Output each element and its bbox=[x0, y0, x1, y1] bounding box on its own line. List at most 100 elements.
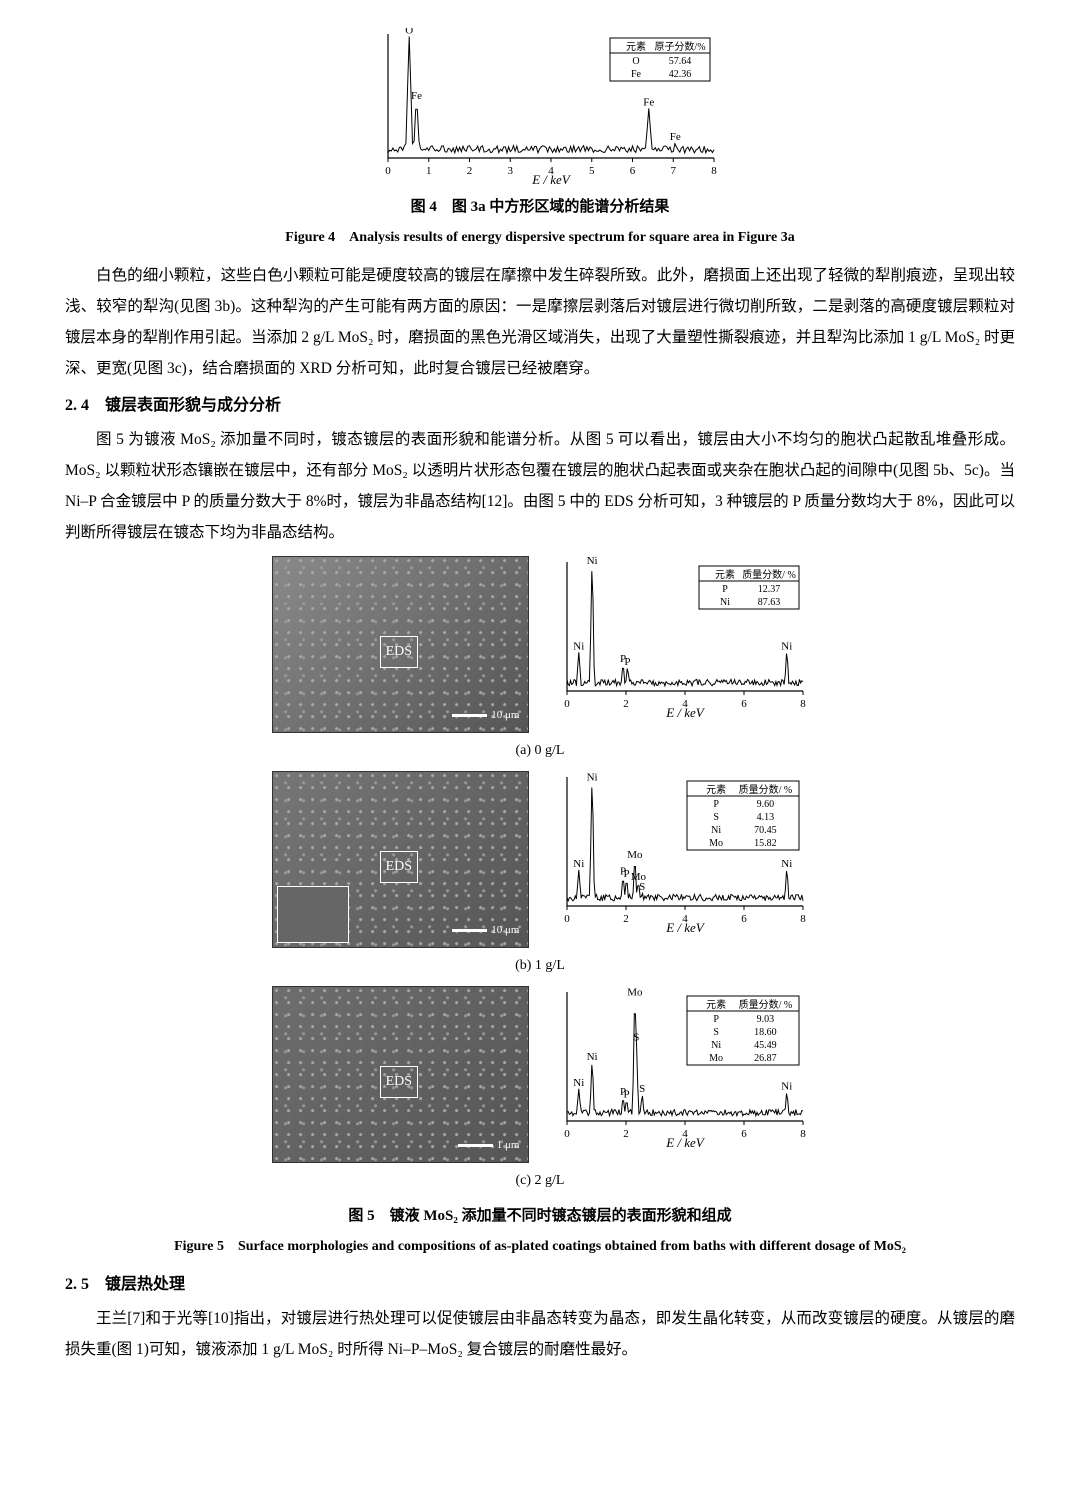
svg-text:Ni: Ni bbox=[586, 556, 597, 567]
svg-text:0: 0 bbox=[564, 913, 570, 925]
svg-text:Fe: Fe bbox=[631, 69, 642, 80]
svg-text:8: 8 bbox=[711, 165, 717, 177]
eds-box-label: EDS bbox=[380, 1066, 418, 1098]
fig5-subcaption-c: (c) 2 g/L bbox=[65, 1167, 1015, 1195]
svg-text:S: S bbox=[713, 1027, 719, 1038]
eds-chart-b: 02468 E / keV NiNiPPMoMoSNi 元素质量分数/ %P9.… bbox=[539, 771, 809, 936]
figure-4: 012345678 E / keV OFeFeFe 元素原子分数/%O57.64… bbox=[65, 28, 1015, 252]
svg-text:质量分数/ %: 质量分数/ % bbox=[742, 568, 796, 581]
svg-text:7: 7 bbox=[671, 165, 677, 177]
svg-text:6: 6 bbox=[741, 913, 747, 925]
svg-text:15.82: 15.82 bbox=[754, 838, 777, 849]
scale-bar: 1 μm bbox=[458, 1134, 520, 1156]
svg-text:S: S bbox=[639, 881, 645, 893]
svg-text:元素: 元素 bbox=[706, 998, 726, 1011]
svg-text:Mo: Mo bbox=[627, 986, 643, 998]
svg-text:E / keV: E / keV bbox=[665, 920, 706, 935]
svg-text:Ni: Ni bbox=[586, 771, 597, 783]
svg-text:S: S bbox=[639, 1083, 645, 1095]
svg-text:Fe: Fe bbox=[670, 131, 681, 143]
svg-text:Mo: Mo bbox=[709, 838, 723, 849]
svg-text:8: 8 bbox=[800, 698, 806, 710]
fig5-caption-en: Figure 5 Surface morphologies and compos… bbox=[65, 1233, 1015, 1261]
svg-text:9.03: 9.03 bbox=[756, 1014, 774, 1025]
svg-text:Ni: Ni bbox=[573, 640, 584, 652]
fig4-chart: 012345678 E / keV OFeFeFe 元素原子分数/%O57.64… bbox=[65, 28, 1015, 188]
sem-image-a: EDS 10 μm bbox=[272, 556, 529, 733]
sem-image-c: EDS 1 μm bbox=[272, 986, 529, 1163]
svg-text:S: S bbox=[633, 1032, 639, 1044]
svg-text:质量分数/ %: 质量分数/ % bbox=[738, 998, 792, 1011]
eds-box-label: EDS bbox=[380, 851, 418, 883]
svg-text:元素: 元素 bbox=[706, 783, 726, 796]
svg-text:元素: 元素 bbox=[715, 568, 735, 581]
svg-text:6: 6 bbox=[741, 1128, 747, 1140]
svg-text:0: 0 bbox=[564, 1128, 570, 1140]
svg-text:2: 2 bbox=[623, 1128, 629, 1140]
svg-text:O: O bbox=[632, 56, 639, 67]
svg-text:57.64: 57.64 bbox=[669, 56, 692, 67]
svg-text:0: 0 bbox=[385, 165, 391, 177]
svg-text:2: 2 bbox=[467, 165, 473, 177]
svg-text:Ni: Ni bbox=[586, 1051, 597, 1063]
svg-text:0: 0 bbox=[564, 698, 570, 710]
scale-bar: 10 μm bbox=[452, 919, 519, 941]
svg-text:26.87: 26.87 bbox=[754, 1053, 777, 1064]
svg-text:8: 8 bbox=[800, 913, 806, 925]
svg-text:E / keV: E / keV bbox=[665, 705, 706, 720]
eds-box-label: EDS bbox=[380, 636, 418, 668]
svg-text:P: P bbox=[624, 656, 630, 668]
svg-text:Ni: Ni bbox=[781, 1081, 792, 1093]
svg-text:45.49: 45.49 bbox=[754, 1040, 777, 1051]
svg-text:Ni: Ni bbox=[781, 858, 792, 870]
eds-chart-a: 02468 E / keV NiNiPPNi 元素质量分数/ %P12.37Ni… bbox=[539, 556, 809, 721]
svg-text:12.37: 12.37 bbox=[757, 584, 780, 595]
svg-text:87.63: 87.63 bbox=[757, 597, 780, 608]
paragraph-2: 图 5 为镀液 MoS₂ 添加量不同时，镀态镀层的表面形貌和能谱分析。从图 5 … bbox=[65, 424, 1015, 548]
fig5-panels: EDS10 μm 02468 E / keV NiNiPPNi 元素质量分数/ … bbox=[65, 556, 1015, 1195]
svg-text:Ni: Ni bbox=[781, 640, 792, 652]
svg-text:6: 6 bbox=[630, 165, 636, 177]
svg-text:2: 2 bbox=[623, 913, 629, 925]
fig5-panel-b: EDS10 μm 02468 E / keV NiNiPPMoMoSNi 元素质… bbox=[65, 771, 1015, 948]
svg-text:Fe: Fe bbox=[411, 90, 422, 102]
fig5-panel-c: EDS1 μm 02468 E / keV NiNiPPMoSSNi 元素质量分… bbox=[65, 986, 1015, 1163]
scale-bar: 10 μm bbox=[452, 704, 519, 726]
svg-text:P: P bbox=[722, 584, 728, 595]
svg-text:P: P bbox=[623, 868, 629, 880]
fig5-panel-a: EDS10 μm 02468 E / keV NiNiPPNi 元素质量分数/ … bbox=[65, 556, 1015, 733]
svg-text:5: 5 bbox=[589, 165, 595, 177]
svg-text:Mo: Mo bbox=[627, 849, 643, 861]
svg-text:元素: 元素 bbox=[626, 40, 646, 53]
section-2-5-heading: 2. 5 镀层热处理 bbox=[65, 1269, 1015, 1301]
svg-text:E / keV: E / keV bbox=[665, 1135, 706, 1150]
svg-text:Ni: Ni bbox=[711, 825, 721, 836]
svg-text:Fe: Fe bbox=[643, 96, 654, 108]
svg-text:质量分数/ %: 质量分数/ % bbox=[738, 783, 792, 796]
svg-text:E / keV: E / keV bbox=[531, 172, 572, 187]
svg-text:S: S bbox=[713, 812, 719, 823]
svg-text:原子分数/%: 原子分数/% bbox=[654, 40, 705, 53]
fig4-caption-en: Figure 4 Analysis results of energy disp… bbox=[65, 224, 1015, 252]
paragraph-3: 王兰[7]和于光等[10]指出，对镀层进行热处理可以促使镀层由非晶态转变为晶态，… bbox=[65, 1303, 1015, 1365]
svg-text:3: 3 bbox=[508, 165, 514, 177]
svg-text:Ni: Ni bbox=[573, 858, 584, 870]
svg-text:4.13: 4.13 bbox=[756, 812, 774, 823]
eds-chart-c: 02468 E / keV NiNiPPMoSSNi 元素质量分数/ %P9.0… bbox=[539, 986, 809, 1151]
svg-text:18.60: 18.60 bbox=[754, 1027, 777, 1038]
svg-text:Mo: Mo bbox=[709, 1053, 723, 1064]
svg-text:8: 8 bbox=[800, 1128, 806, 1140]
svg-text:1: 1 bbox=[426, 165, 432, 177]
svg-text:P: P bbox=[713, 1014, 719, 1025]
sem-inset bbox=[277, 886, 349, 943]
paragraph-1: 白色的细小颗粒，这些白色小颗粒可能是硬度较高的镀层在摩擦中发生碎裂所致。此外，磨… bbox=[65, 260, 1015, 384]
svg-text:P: P bbox=[623, 1088, 629, 1100]
svg-text:6: 6 bbox=[741, 698, 747, 710]
svg-text:O: O bbox=[405, 28, 413, 36]
sem-image-b: EDS 10 μm bbox=[272, 771, 529, 948]
svg-text:70.45: 70.45 bbox=[754, 825, 777, 836]
figure-5: EDS10 μm 02468 E / keV NiNiPPNi 元素质量分数/ … bbox=[65, 556, 1015, 1261]
svg-text:Ni: Ni bbox=[711, 1040, 721, 1051]
svg-text:42.36: 42.36 bbox=[669, 69, 692, 80]
fig5-subcaption-b: (b) 1 g/L bbox=[65, 952, 1015, 980]
